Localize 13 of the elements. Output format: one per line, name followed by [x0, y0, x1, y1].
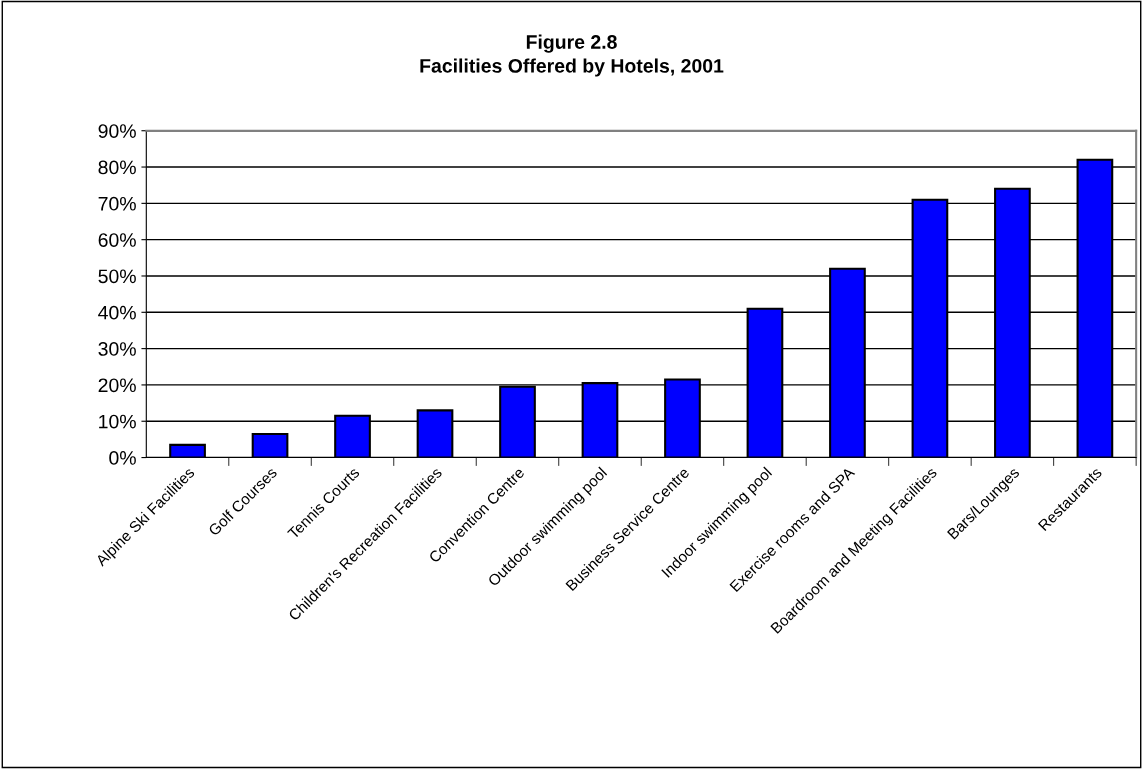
chart-title: Figure 2.8 Facilities Offered by Hotels, 2001 [420, 34, 724, 77]
y-tick-label: 60% [98, 233, 136, 247]
bar [251, 432, 289, 458]
y-tick-label: 80% [98, 160, 136, 175]
y-tick-label: 90% [98, 124, 136, 138]
y-tick-label: 30% [98, 342, 136, 356]
y-tick-label: 50% [98, 269, 136, 284]
y-tick-label: 70% [98, 196, 136, 211]
y-tick-label: 20% [98, 378, 136, 393]
y-tick-label: 10% [99, 414, 136, 429]
y-tick-label: 0% [109, 451, 136, 465]
y-tick-label: 40% [98, 305, 136, 320]
bar [169, 443, 206, 458]
